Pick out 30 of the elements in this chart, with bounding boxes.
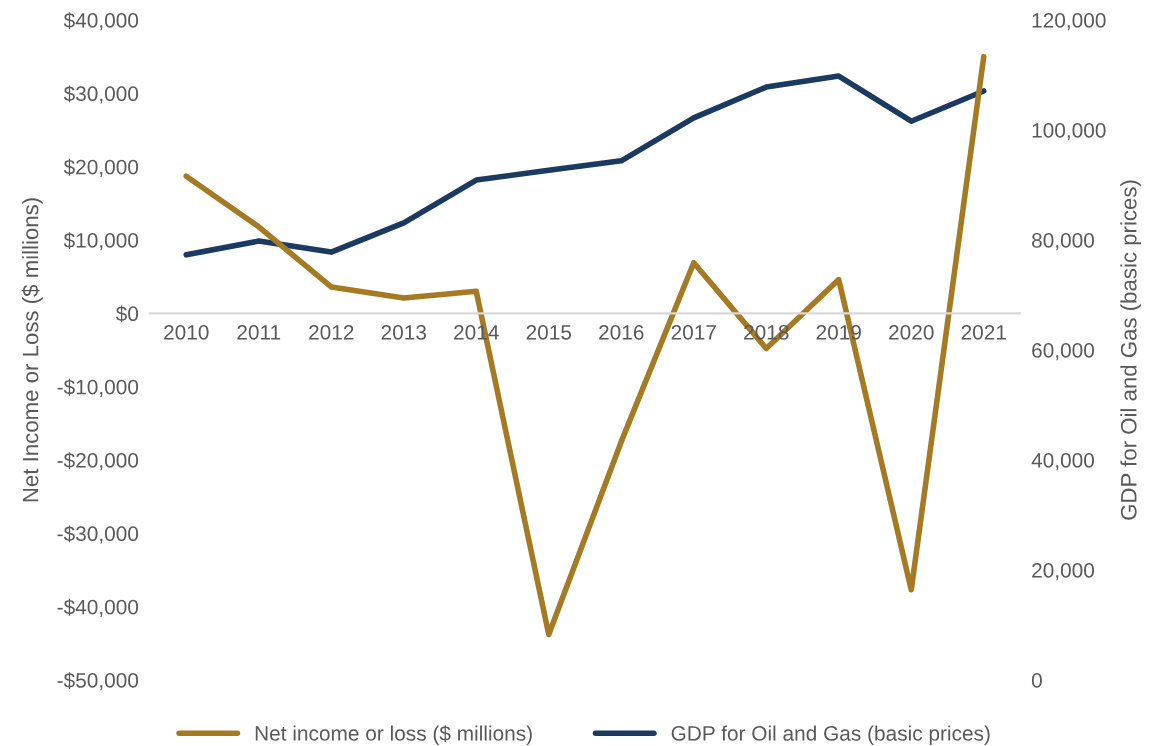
y-tick-label: $10,000 bbox=[63, 232, 139, 251]
x-tick-label: 2011 bbox=[237, 324, 281, 340]
x-tick-label: 2010 bbox=[164, 324, 209, 340]
y-tick-label: -$10,000 bbox=[57, 378, 139, 397]
x-tick-label: 2013 bbox=[381, 324, 427, 340]
y2-tick-label: 100,000 bbox=[1032, 123, 1106, 141]
y-axis-title: Net Income or Loss ($ millions) bbox=[21, 198, 43, 502]
y2-tick-label: 40,000 bbox=[1031, 453, 1095, 471]
x-tick-label: 2015 bbox=[526, 324, 572, 340]
y-tick-label: -$50,000 bbox=[57, 672, 139, 691]
y2-tick-label: 0 bbox=[1031, 673, 1042, 688]
y2-tick-label: 80,000 bbox=[1032, 233, 1095, 251]
legend-label: Net income or loss ($ millions) bbox=[255, 725, 532, 745]
y2-tick-label: 120,000 bbox=[1032, 13, 1106, 31]
y-tick-label: $40,000 bbox=[63, 12, 139, 31]
x-tick-label: 2016 bbox=[599, 324, 644, 340]
y-tick-label: $30,000 bbox=[63, 85, 139, 104]
y2-axis-title: GDP for Oil and Gas (basic prices) bbox=[1120, 180, 1142, 520]
x-tick-label: 2020 bbox=[889, 324, 934, 340]
x-tick-label: 2017 bbox=[671, 324, 716, 340]
y-tick-label: $20,000 bbox=[63, 158, 139, 177]
x-tick-label: 2012 bbox=[309, 324, 354, 340]
y2-tick-label: 60,000 bbox=[1032, 343, 1095, 361]
y-tick-label: -$40,000 bbox=[57, 598, 139, 617]
y2-tick-label: 20,000 bbox=[1032, 563, 1095, 581]
x-tick-label: 2021 bbox=[961, 324, 1006, 340]
y-tick-label: -$20,000 bbox=[57, 452, 139, 471]
legend-label: GDP for Oil and Gas (basic prices) bbox=[671, 725, 990, 745]
y-tick-label: -$30,000 bbox=[57, 525, 139, 544]
y-tick-label: $0 bbox=[115, 305, 139, 323]
